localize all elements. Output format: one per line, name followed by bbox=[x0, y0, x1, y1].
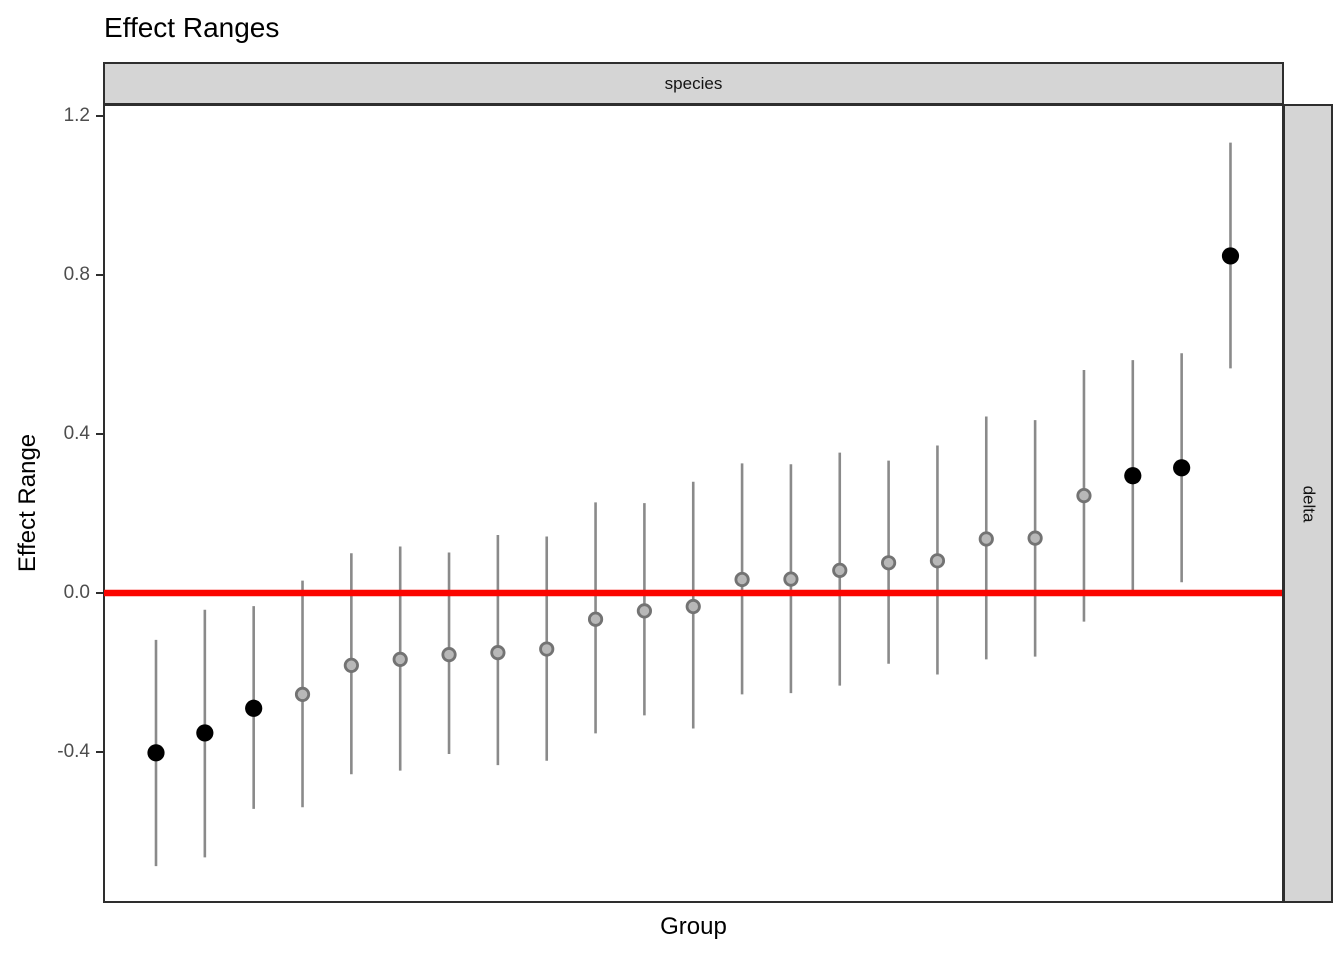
estimate-point bbox=[1076, 488, 1092, 504]
y-tick-mark bbox=[96, 751, 103, 753]
estimate-point-emphasized bbox=[147, 744, 165, 762]
estimate-point bbox=[978, 531, 994, 547]
y-tick-label: -0.4 bbox=[57, 741, 90, 762]
y-tick-mark bbox=[96, 592, 103, 594]
estimate-point bbox=[880, 555, 897, 571]
y-tick-label: 0.0 bbox=[63, 582, 90, 603]
estimate-point bbox=[832, 562, 848, 578]
y-tick-mark bbox=[96, 115, 103, 117]
facet-strip-right: delta bbox=[1283, 104, 1333, 903]
estimate-point bbox=[294, 686, 311, 702]
estimate-point bbox=[636, 603, 653, 619]
estimate-point-emphasized bbox=[196, 724, 214, 742]
estimate-point bbox=[929, 553, 946, 569]
x-axis-title: Group bbox=[660, 913, 727, 940]
y-tick-mark bbox=[96, 433, 103, 435]
y-tick-label: 1.2 bbox=[63, 105, 90, 126]
estimate-point bbox=[685, 598, 701, 615]
chart-title: Effect Ranges bbox=[104, 12, 280, 43]
estimate-point-emphasized bbox=[1124, 467, 1142, 485]
estimate-point bbox=[734, 571, 750, 588]
estimate-point bbox=[587, 611, 604, 627]
estimate-point bbox=[392, 651, 408, 667]
estimate-point bbox=[1027, 530, 1043, 546]
estimate-point bbox=[783, 571, 799, 587]
estimate-point bbox=[490, 645, 506, 661]
estimate-point bbox=[441, 647, 457, 663]
y-tick-label: 0.4 bbox=[63, 423, 90, 444]
estimate-point bbox=[539, 641, 555, 657]
estimate-point-emphasized bbox=[245, 699, 263, 717]
facet-strip-top-label: species bbox=[664, 73, 723, 93]
estimate-point-emphasized bbox=[1173, 459, 1191, 477]
facet-strip-top: species bbox=[103, 62, 1284, 105]
estimate-point-emphasized bbox=[1221, 247, 1240, 265]
y-tick-mark bbox=[96, 274, 103, 276]
estimate-point bbox=[343, 657, 359, 673]
y-tick-label: 0.8 bbox=[63, 264, 90, 285]
